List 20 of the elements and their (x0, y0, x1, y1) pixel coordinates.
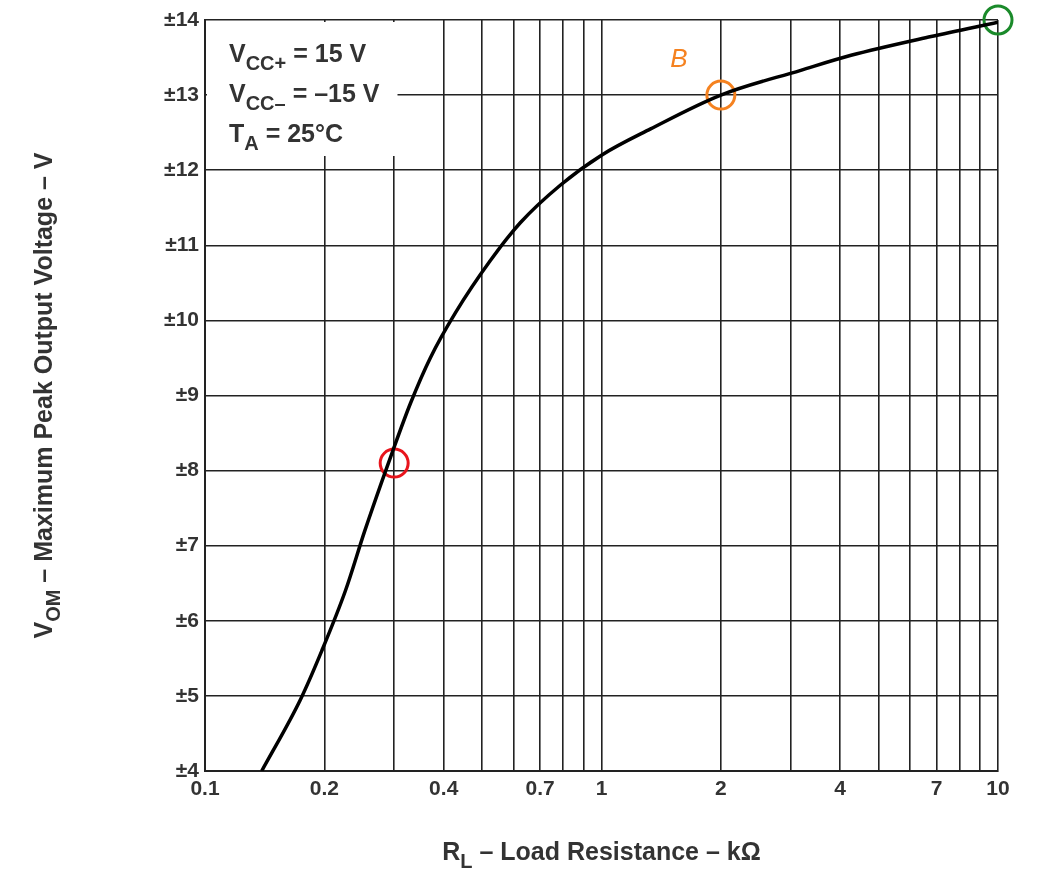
y-tick-label: ±14 (164, 6, 200, 30)
x-tick-label: 10 (986, 776, 1010, 800)
x-tick-label: 0.2 (309, 776, 339, 800)
y-tick-label: ±10 (164, 307, 199, 331)
y-tick-label: ±13 (164, 81, 199, 105)
y-tick-label: ±12 (164, 157, 199, 180)
y-tick-label: ±5 (175, 682, 200, 706)
y-tick-label: ±6 (175, 607, 199, 631)
y-tick-label: ±9 (175, 382, 199, 406)
x-tick-label: 7 (930, 776, 943, 800)
y-axis-title: VOM – Maximum Peak Output Voltage – V (29, 152, 64, 639)
x-tick-label: 1 (595, 776, 608, 800)
y-tick-label: ±11 (165, 232, 200, 256)
y-tick-label: ±7 (175, 532, 199, 556)
x-tick-label: 2 (715, 776, 727, 800)
x-tick-label: 0.4 (429, 776, 459, 800)
annotation: B (670, 43, 688, 74)
x-tick-label: 4 (834, 776, 847, 800)
y-tick-label: ±8 (175, 457, 200, 481)
x-tick-label: 0.7 (525, 776, 555, 800)
